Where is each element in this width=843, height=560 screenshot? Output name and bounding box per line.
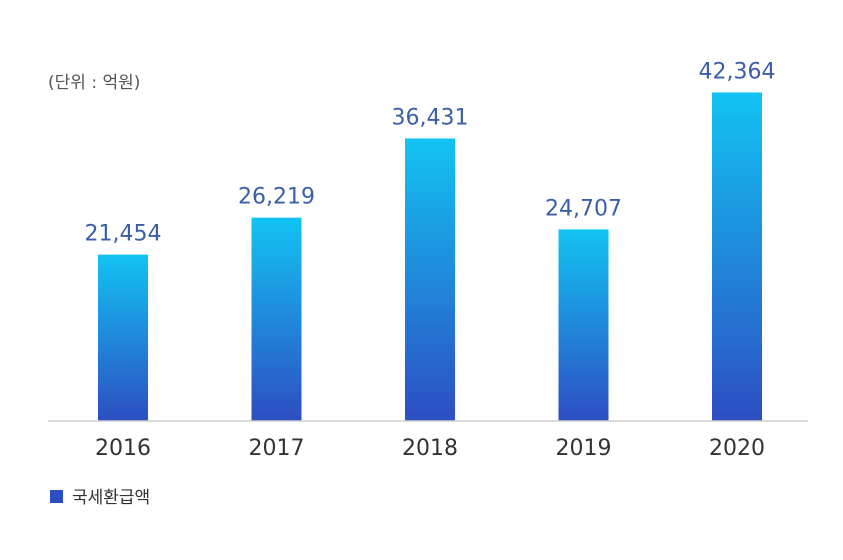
bar-2019 [558, 229, 609, 421]
bars-layer [98, 92, 762, 422]
bar-2016 [98, 254, 148, 421]
x-tick-label-2016: 2016 [95, 436, 151, 461]
x-tick-label-2019: 2019 [556, 436, 612, 461]
x-tick-labels-layer: 2016 2017 2018 2019 2020 [95, 436, 765, 461]
x-tick-label-2018: 2018 [402, 436, 458, 461]
value-label-2017: 26,219 [238, 185, 315, 210]
value-label-2020: 42,364 [699, 59, 776, 84]
x-tick-label-2017: 2017 [249, 436, 305, 461]
x-tick-label-2020: 2020 [709, 436, 765, 461]
legend-swatch [50, 490, 63, 503]
legend: 국세환급액 [50, 488, 150, 508]
value-labels-layer: 21,454 26,219 36,431 24,707 42,364 [85, 59, 776, 246]
legend-label: 국세환급액 [72, 488, 150, 508]
bar-2020 [712, 92, 762, 422]
value-label-2016: 21,454 [85, 222, 162, 247]
bar-2017 [251, 217, 302, 421]
bar-2018 [405, 138, 455, 422]
unit-label: (단위 : 억원) [48, 73, 140, 93]
value-label-2018: 36,431 [392, 105, 469, 130]
value-label-2019: 24,707 [545, 196, 622, 221]
